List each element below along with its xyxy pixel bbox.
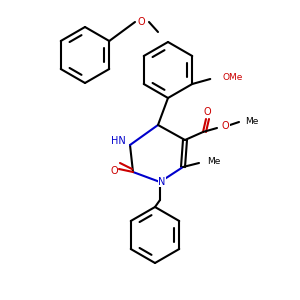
Text: N: N [158,177,166,187]
Text: O: O [222,121,230,131]
Text: O: O [137,17,145,27]
Text: Me: Me [245,116,258,125]
Text: O: O [110,166,118,176]
Text: O: O [203,107,211,117]
Text: HN: HN [111,136,126,146]
Text: OMe: OMe [222,74,243,82]
Text: Me: Me [207,157,220,166]
